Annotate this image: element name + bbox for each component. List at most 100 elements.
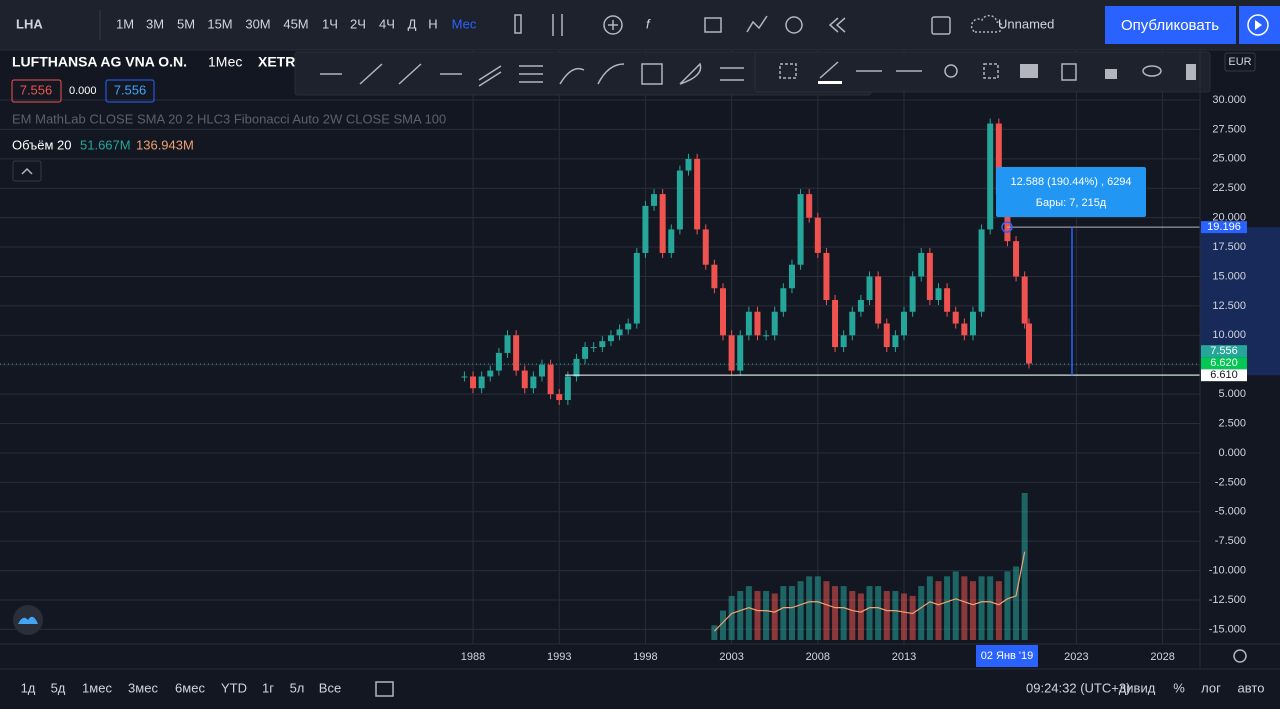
scale-option[interactable]: лог bbox=[1201, 680, 1221, 695]
volume-bar bbox=[814, 576, 821, 640]
scale-option[interactable]: дивид bbox=[1119, 680, 1156, 695]
range-button[interactable]: Все bbox=[319, 680, 341, 695]
indicators[interactable]: EM MathLab CLOSE SMA 20 2 HLC3 Fibonacci… bbox=[12, 111, 446, 126]
volume-bar bbox=[823, 581, 830, 640]
candle bbox=[866, 276, 873, 300]
interval-button[interactable]: 1М bbox=[116, 16, 134, 31]
properties-toolbar[interactable] bbox=[754, 51, 1211, 93]
price-marker bbox=[1201, 345, 1247, 358]
candle bbox=[599, 341, 606, 348]
candle bbox=[1021, 276, 1028, 324]
range-button[interactable]: 6мес bbox=[175, 680, 205, 695]
interval-button[interactable]: Д bbox=[408, 16, 417, 31]
y-tick-label: 30.000 bbox=[1212, 94, 1246, 106]
interval-button[interactable]: Мес bbox=[452, 16, 477, 31]
scale-option[interactable]: авто bbox=[1238, 680, 1265, 695]
volume-bar bbox=[857, 593, 864, 640]
drawing-tools bbox=[320, 62, 744, 87]
candle bbox=[651, 194, 658, 206]
range-button[interactable]: 5д bbox=[51, 680, 66, 695]
candle bbox=[487, 370, 494, 377]
volume-bar bbox=[754, 591, 761, 640]
interval-button[interactable]: 30М bbox=[245, 16, 270, 31]
price-marker-label: 6.610 bbox=[1210, 369, 1238, 381]
range-button[interactable]: 1мес bbox=[82, 680, 112, 695]
price-marker-label: 19.196 bbox=[1207, 221, 1241, 233]
interval-button[interactable]: 45М bbox=[283, 16, 308, 31]
volume-bar bbox=[926, 576, 933, 640]
interval-button[interactable]: 3М bbox=[146, 16, 164, 31]
candle bbox=[926, 252, 933, 300]
candle bbox=[814, 217, 821, 253]
candle bbox=[961, 323, 968, 336]
volume-value: 51.667M bbox=[80, 137, 131, 152]
publish-label[interactable]: Опубликовать bbox=[1121, 17, 1219, 34]
interval-button[interactable]: 1Ч bbox=[322, 16, 338, 31]
scale-option[interactable]: % bbox=[1173, 680, 1185, 695]
interval-button[interactable]: 4Ч bbox=[379, 16, 395, 31]
ruler-text: 12.588 (190.44%) , 6294 bbox=[1010, 176, 1131, 188]
candle bbox=[694, 158, 701, 230]
y-tick-label: 15.000 bbox=[1212, 270, 1246, 282]
candle bbox=[676, 170, 683, 230]
layout-name[interactable]: Unnamed bbox=[998, 16, 1054, 31]
readout-box bbox=[11, 79, 62, 103]
collapse-button[interactable] bbox=[12, 160, 42, 182]
volume-bar bbox=[944, 576, 951, 640]
interval-button[interactable]: 5М bbox=[177, 16, 195, 31]
candle bbox=[1004, 194, 1011, 242]
publish-button[interactable] bbox=[1105, 6, 1236, 44]
candle bbox=[495, 352, 502, 371]
interval-button[interactable]: 2Ч bbox=[350, 16, 366, 31]
candle bbox=[823, 252, 830, 300]
x-tick-label: 1993 bbox=[547, 651, 571, 663]
candle bbox=[745, 311, 752, 336]
exchange: XETR bbox=[258, 54, 295, 70]
symbol[interactable]: LHA bbox=[16, 16, 43, 31]
range-button[interactable]: YTD bbox=[221, 680, 247, 695]
range-button[interactable]: 1д bbox=[21, 680, 36, 695]
candle bbox=[892, 335, 899, 348]
y-tick-label: -12.500 bbox=[1209, 594, 1246, 606]
volume-bar bbox=[901, 593, 908, 640]
candle bbox=[1025, 323, 1032, 364]
price-marker bbox=[1201, 221, 1247, 234]
volume-bar bbox=[1021, 493, 1028, 640]
volume-bar bbox=[711, 625, 718, 640]
volume-bar bbox=[849, 591, 856, 640]
candle bbox=[737, 335, 744, 371]
candle bbox=[849, 311, 856, 336]
y-tick-label: 2.500 bbox=[1218, 417, 1246, 429]
interval-button[interactable]: Н bbox=[428, 16, 437, 31]
x-tick-label: 1998 bbox=[633, 651, 657, 663]
volume-bar bbox=[797, 581, 804, 640]
candle bbox=[952, 311, 959, 324]
candle bbox=[625, 323, 632, 330]
volume-bar bbox=[978, 576, 985, 640]
compare-icon[interactable] bbox=[375, 681, 394, 697]
range-button[interactable]: 1г bbox=[262, 680, 274, 695]
settings-icon[interactable] bbox=[1233, 649, 1247, 663]
interval-button[interactable]: 15М bbox=[207, 16, 232, 31]
candle bbox=[788, 264, 795, 289]
toolbar-icons: f bbox=[514, 14, 1003, 36]
candle bbox=[538, 364, 545, 377]
candle bbox=[797, 194, 804, 265]
ruler-handle[interactable] bbox=[1001, 221, 1013, 233]
volume-bar bbox=[745, 586, 752, 640]
candle bbox=[987, 123, 994, 230]
volume-bar bbox=[1013, 566, 1020, 640]
range-button[interactable]: 5л bbox=[290, 680, 305, 695]
volume-bar bbox=[969, 581, 976, 640]
candle bbox=[832, 300, 839, 348]
volume-bar bbox=[961, 576, 968, 640]
volume-bar bbox=[935, 581, 942, 640]
volume-bar bbox=[866, 586, 873, 640]
x-tick-label: 2013 bbox=[892, 651, 916, 663]
price-marker-label: 7.556 bbox=[1210, 345, 1238, 357]
range-button[interactable]: 3мес bbox=[128, 680, 158, 695]
candle bbox=[754, 311, 761, 336]
y-tick-label: 0.000 bbox=[1218, 447, 1246, 459]
candle bbox=[771, 311, 778, 336]
candle bbox=[995, 123, 1002, 195]
